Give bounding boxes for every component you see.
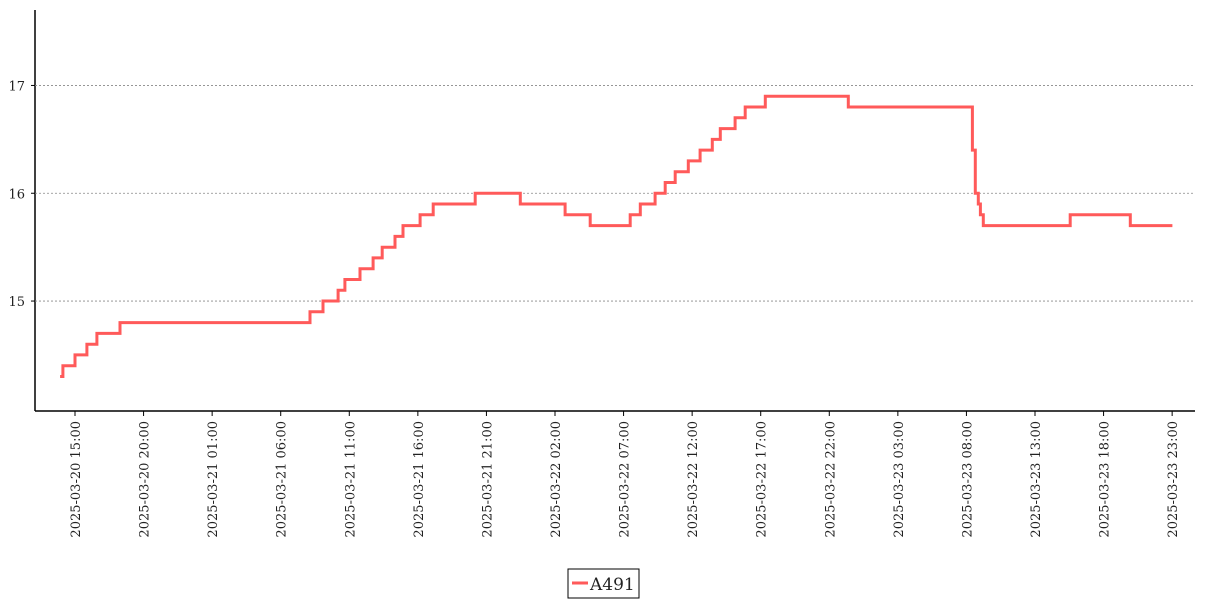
x-tick-label: 2025-03-23 18:00 [1098, 421, 1113, 538]
x-tick-label: 2025-03-21 06:00 [275, 421, 290, 538]
x-tick-label: 2025-03-21 21:00 [480, 421, 495, 538]
x-tick-label: 2025-03-23 13:00 [1029, 421, 1044, 538]
x-tick-label: 2025-03-22 07:00 [618, 421, 633, 538]
x-tick-label: 2025-03-23 23:00 [1166, 421, 1181, 538]
y-tick-label: 17 [8, 79, 25, 94]
x-tick-label: 2025-03-20 15:00 [69, 421, 84, 538]
x-tick-label: 2025-03-20 20:00 [138, 421, 153, 538]
legend-label: A491 [589, 575, 635, 595]
x-tick-label: 2025-03-22 12:00 [686, 421, 701, 538]
x-tick-label: 2025-03-23 08:00 [960, 421, 975, 538]
y-tick-label: 16 [8, 187, 25, 202]
legend: A491 [567, 568, 640, 599]
x-tick-label: 2025-03-23 03:00 [892, 421, 907, 538]
data-line [60, 94, 1173, 378]
x-tick-label: 2025-03-22 17:00 [755, 421, 770, 538]
x-tick-label: 2025-03-21 11:00 [343, 421, 358, 538]
x-tick-label: 2025-03-22 02:00 [549, 421, 564, 538]
x-tick-label: 2025-03-22 22:00 [823, 421, 838, 538]
x-tick-label: 2025-03-21 01:00 [206, 421, 221, 538]
y-tick-label: 15 [8, 295, 25, 310]
x-tick-label: 2025-03-21 16:00 [412, 421, 427, 538]
